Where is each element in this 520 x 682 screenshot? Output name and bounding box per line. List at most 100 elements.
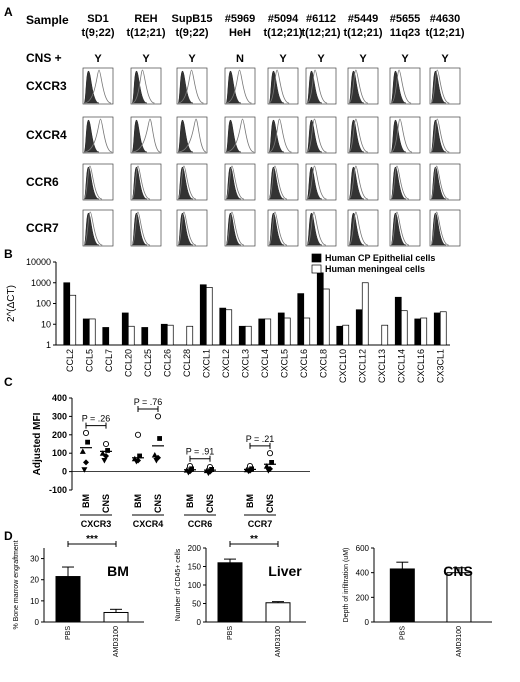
d-y-tick-label: 30 [30,555,39,564]
c-data-point [99,450,106,456]
isotype-peak [177,119,194,153]
receptor-peak [225,211,245,246]
receptor-peak [430,211,449,246]
b-category-label: CXCL6 [299,349,309,378]
isotype-peak [177,212,194,246]
histogram-box [224,163,256,201]
sample-karyotype: t(12;21) [301,27,340,39]
c-data-point [205,470,212,477]
receptor-peak [348,165,369,200]
b-bar [160,323,168,346]
isotype-peak [225,119,242,153]
receptor-peak [177,165,197,200]
cns-status: Y [188,53,196,65]
histogram-box [130,163,162,201]
d-y-tick-label: 0 [35,618,40,627]
c-y-tick-label: 400 [52,393,67,403]
engraftment-bar-charts: 0 10 20 30 % Bone marrow engraftment PBS AMD31… [13,534,492,657]
b-bar [283,317,291,346]
c-data-point [265,468,272,474]
c-y-tick-label: -100 [49,485,67,495]
c-p-value: P = .76 [134,397,163,407]
b-category-label: CXCL14 [396,349,406,383]
c-category-label: BM [133,494,143,508]
b-category-label: CCL20 [123,349,133,377]
d-bar [217,562,243,623]
sample-karyotype: t(12;21) [425,27,464,39]
sample-karyotype: t(9;22) [175,27,208,39]
c-category-label: CNS [205,494,215,513]
d-y-tick-label: 150 [188,563,202,572]
d-chart-title: Liver [268,563,302,579]
receptor-label: CCR7 [26,221,59,235]
c-data-point [105,448,110,453]
c-category-label: BM [81,494,91,508]
d-y-axis-label: Depth of infiltration (uM) [343,548,350,623]
cns-status: Y [401,53,409,65]
c-y-tick-label: 100 [52,448,67,458]
b-bar [186,325,194,346]
c-data-point [81,467,88,473]
isotype-peak [83,119,100,153]
receptor-peak [83,211,103,246]
b-bar [420,317,428,346]
b-y-axis-label: 2^(ΔCT) [6,285,17,322]
c-category-label: CNS [265,494,275,513]
c-data-point [185,470,192,476]
b-legend-swatch [311,264,322,274]
c-p-value: P = .26 [82,414,111,424]
isotype-peak [306,166,323,200]
b-bar [127,325,135,346]
d-y-axis-label: % Bone marrow engraftment [13,540,20,629]
histogram-box [389,209,421,247]
b-bar [88,318,96,346]
histogram-box [176,116,208,154]
isotype-peak [83,166,100,200]
panel-a-flow-histograms: A Sample CNS + SD1 t(9;22) Y REH t(12;21) Y Su… [4,5,465,247]
receptor-peak [131,69,155,104]
b-bar [82,318,90,346]
d-y-tick-label: 0 [197,618,202,627]
receptor-peak [306,118,327,153]
c-data-point [82,429,90,437]
receptor-peak [306,69,328,104]
d-bar [446,572,472,623]
receptor-peak [131,211,151,246]
d-bar [389,568,415,623]
b-category-label: CXCL16 [416,349,426,383]
d-y-axis-label: Number of CD45+ cells [175,548,182,621]
c-data-point [151,452,158,458]
adjusted-mfi-scatter: -100 0 100 200 300 400 Adjusted MFI BM CNS P = .2… [32,393,310,529]
receptor-peak [83,69,112,104]
d-category-label: AMD3100 [275,626,282,657]
receptor-peak [225,165,245,200]
receptor-peak [131,165,151,200]
b-bar [381,324,389,346]
b-category-label: CXCL5 [279,349,289,378]
c-data-point [153,458,160,464]
b-category-label: CXCL2 [221,349,231,378]
b-category-label: CCL26 [162,349,172,377]
c-data-point [101,458,108,464]
histogram-box [176,209,208,247]
c-data-point [85,439,90,445]
histogram-box [429,209,461,247]
b-bar [244,325,252,346]
b-y-tick-label: 1 [46,340,51,350]
c-category-label: CNS [101,494,111,513]
b-bar [355,309,363,346]
receptor-peak [268,211,288,246]
receptor-peak [348,118,369,153]
b-bar [141,327,149,346]
receptor-peak [306,211,327,246]
sample-id: #5655 [390,13,421,25]
d-y-tick-label: 100 [188,581,202,590]
isotype-peak [131,119,148,153]
receptor-peak [177,211,197,246]
c-data-point [133,458,140,465]
c-category-label: BM [245,494,255,508]
receptor-rows: CXCR3 CXCR4 CCR6 CCR7 [26,67,461,247]
histogram-box [130,116,162,154]
histogram-box [267,209,299,247]
histogram-box [429,67,461,105]
